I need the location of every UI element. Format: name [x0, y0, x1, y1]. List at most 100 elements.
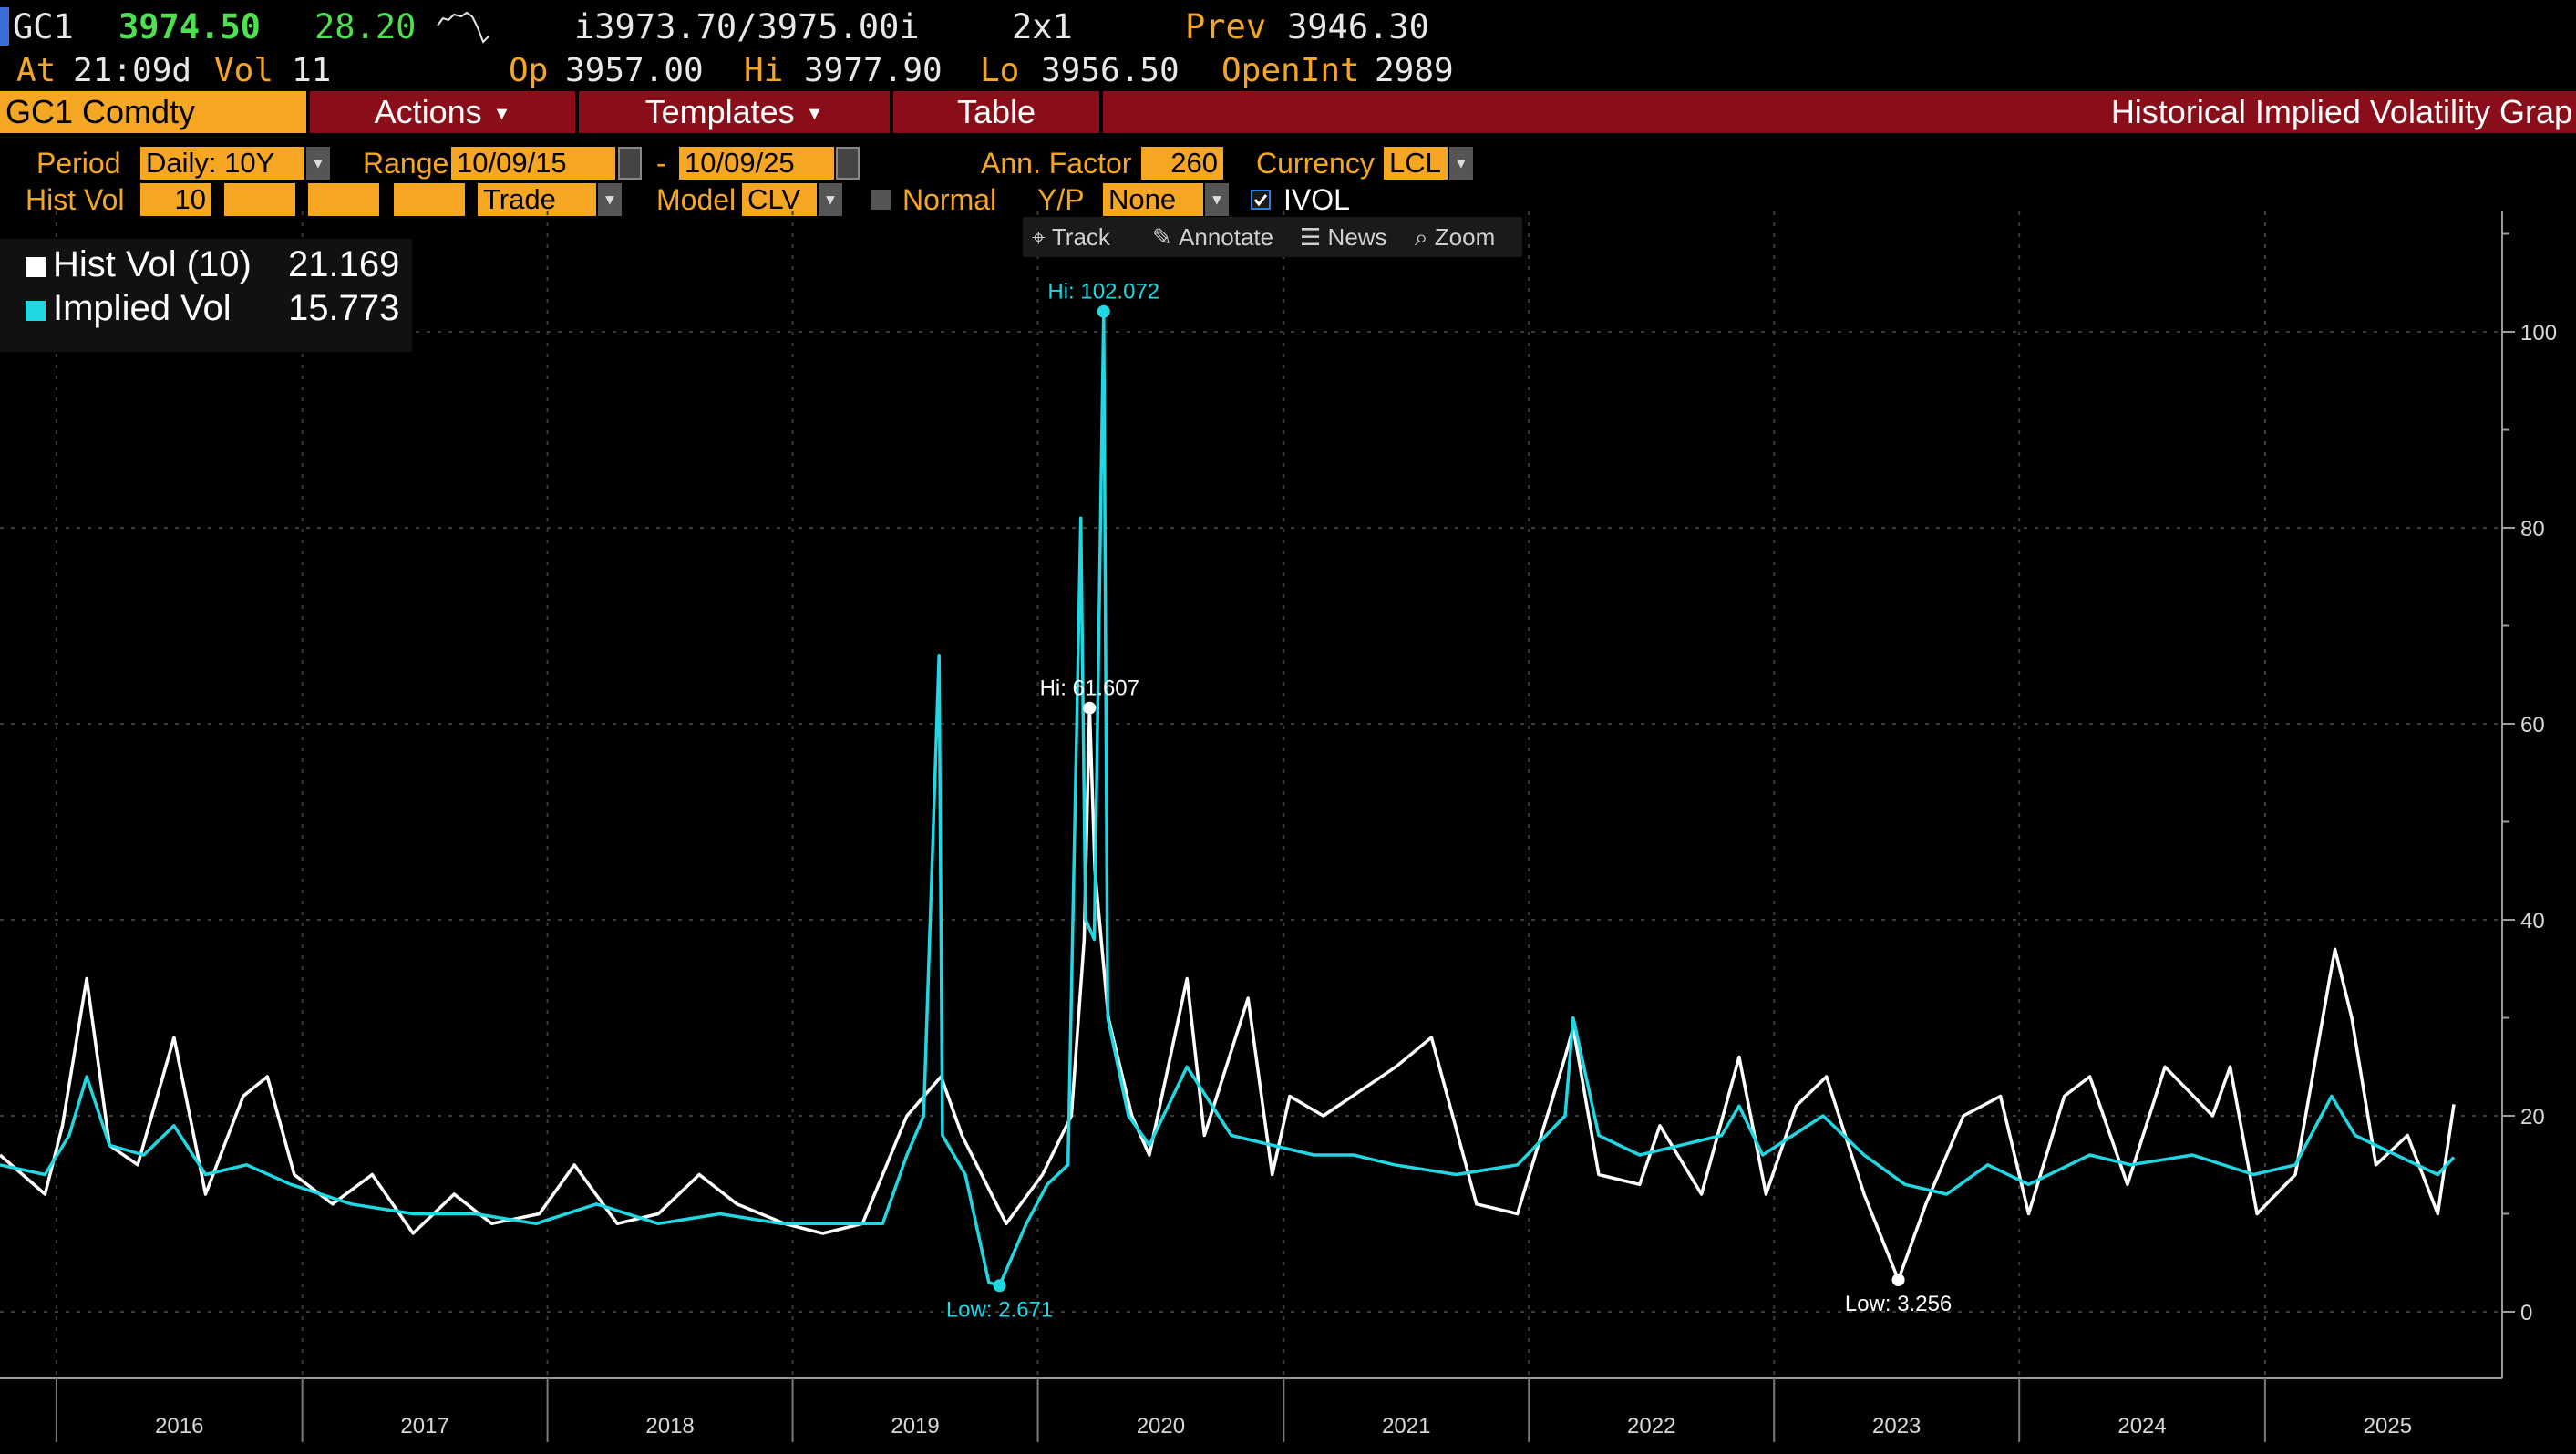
pencil-icon: ✎	[1152, 223, 1172, 251]
volatility-chart[interactable]: 0 20 40 60 80 100 2016 2017 2018 2019 2020 2021 202…	[0, 211, 2576, 1454]
annotate-button[interactable]: ✎ Annotate	[1152, 217, 1273, 257]
chart-toolbar: ⌖ Track ✎ Annotate ☰ News ⌕ Zoom	[1023, 217, 1522, 257]
open-interest: 2989	[1375, 52, 1454, 89]
sparkline-icon	[437, 11, 489, 44]
chart-annotations: Hi: 102.072 Low: 2.671 Hi: 61.607 Low: 3.25…	[946, 280, 1952, 1323]
crosshair-icon: ⌖	[1032, 223, 1046, 251]
chart-grid	[0, 211, 2502, 1378]
bid-ask-size: 2x1	[1012, 7, 1073, 46]
function-menu-bar: GC1 Comdty Actions ▼ Templates ▼ Table His…	[0, 91, 2576, 133]
open-interest-label: OpenInt	[1221, 52, 1360, 89]
security-indicator	[0, 7, 9, 46]
zoom-label: Zoom	[1434, 223, 1496, 251]
zoom-button[interactable]: ⌕ Zoom	[1415, 217, 1495, 257]
model-dropdown-icon[interactable]: ▼	[819, 183, 842, 216]
at-label: At	[16, 52, 57, 89]
ann-factor-label: Ann. Factor	[981, 147, 1132, 180]
period-dropdown-icon[interactable]: ▼	[306, 147, 330, 180]
hist-vol-swatch	[26, 257, 46, 277]
actions-label: Actions	[374, 93, 482, 130]
model-select[interactable]: CLV	[742, 183, 817, 216]
price-type-dropdown-icon[interactable]: ▼	[598, 183, 622, 216]
calendar-icon[interactable]	[836, 147, 860, 180]
yp-select[interactable]: None	[1103, 183, 1203, 216]
extreme-marker	[993, 1279, 1006, 1293]
high-annotation: Hi: 102.072	[1047, 280, 1159, 304]
x-tick-label: 2018	[645, 1414, 694, 1439]
x-tick-label: 2022	[1627, 1414, 1675, 1439]
ann-factor-input[interactable]: 260	[1141, 147, 1223, 180]
low-annotation: Low: 2.671	[946, 1297, 1053, 1322]
open-label: Op	[509, 52, 549, 89]
check-icon	[1253, 194, 1268, 207]
x-tick-label: 2021	[1382, 1414, 1430, 1439]
volume: 11	[292, 52, 332, 89]
function-title: Historical Implied Volatility Grap	[2110, 93, 2572, 130]
prev-close: 3946.30	[1287, 7, 1429, 46]
templates-menu[interactable]: Templates ▼	[579, 91, 893, 133]
x-tick-label: 2024	[2117, 1414, 2166, 1439]
extreme-marker	[1083, 701, 1097, 715]
actions-menu[interactable]: Actions ▼	[310, 91, 579, 133]
hist-vol-input-3[interactable]	[308, 183, 379, 216]
low-annotation: Low: 3.256	[1845, 1292, 1952, 1316]
magnifier-icon: ⌕	[1415, 223, 1428, 251]
normal-label: Normal	[902, 183, 997, 216]
x-axis: 2016 2017 2018 2019 2020 2021 2022 2023 2024 2025	[0, 1377, 2502, 1442]
extreme-marker	[1891, 1273, 1905, 1286]
chart-series	[0, 309, 2456, 1288]
currency-dropdown-icon[interactable]: ▼	[1449, 147, 1473, 180]
templates-label: Templates	[644, 93, 795, 130]
quote-time: 21:09d	[73, 52, 192, 89]
x-tick-label: 2017	[400, 1414, 448, 1439]
hist-vol-line	[0, 706, 2456, 1282]
hist-vol-input-1[interactable]: 10	[140, 183, 211, 216]
x-tick-label: 2016	[155, 1414, 203, 1439]
period-label: Period	[36, 147, 121, 180]
low-label: Lo	[980, 52, 1020, 89]
model-label: Model	[656, 183, 737, 216]
implied-vol-swatch	[26, 301, 46, 321]
last-price: 3974.50	[118, 7, 261, 46]
table-button[interactable]: Table	[893, 91, 1103, 133]
chevron-down-icon: ▼	[492, 104, 511, 125]
track-button[interactable]: ⌖ Track	[1032, 217, 1110, 257]
annotate-label: Annotate	[1179, 223, 1274, 251]
price-type-select[interactable]: Trade	[478, 183, 596, 216]
security-field[interactable]: GC1 Comdty	[0, 91, 310, 133]
news-button[interactable]: ☰ News	[1300, 217, 1387, 257]
x-tick-label: 2020	[1137, 1414, 1185, 1439]
volume-label: Vol	[214, 52, 274, 89]
normal-checkbox[interactable]	[871, 190, 891, 210]
range-end-input[interactable]: 10/09/25	[679, 147, 834, 180]
y-tick-label: 40	[2520, 909, 2545, 933]
high-annotation: Hi: 61.607	[1040, 676, 1139, 701]
y-axis-panel	[2502, 211, 2576, 1378]
currency-select[interactable]: LCL	[1384, 147, 1448, 180]
open-price: 3957.00	[565, 52, 704, 89]
y-tick-label: 100	[2520, 321, 2557, 345]
news-icon: ☰	[1300, 223, 1322, 251]
implied-vol-line	[0, 309, 2456, 1288]
chevron-down-icon: ▼	[805, 104, 824, 125]
prev-label: Prev	[1185, 7, 1267, 46]
extreme-marker	[1097, 304, 1110, 318]
ticker[interactable]: GC1	[13, 7, 74, 46]
implied-vol-legend-label: Implied Vol	[53, 288, 232, 328]
ivol-label: IVOL	[1283, 183, 1350, 216]
hist-vol-input-4[interactable]	[394, 183, 465, 216]
ivol-checkbox[interactable]	[1251, 190, 1271, 210]
y-axis: 0 20 40 60 80 100	[2501, 211, 2576, 1378]
range-start-input[interactable]: 10/09/15	[451, 147, 615, 180]
track-label: Track	[1051, 223, 1110, 251]
period-select[interactable]: Daily: 10Y	[140, 147, 304, 180]
y-tick-label: 80	[2520, 517, 2545, 541]
hist-vol-input-2[interactable]	[224, 183, 295, 216]
implied-vol-legend-value: 15.773	[288, 288, 400, 328]
y-tick-label: 20	[2520, 1105, 2545, 1129]
high-price: 3977.90	[804, 52, 943, 89]
calendar-icon[interactable]	[618, 147, 642, 180]
low-price: 3956.50	[1041, 52, 1180, 89]
yp-dropdown-icon[interactable]: ▼	[1205, 183, 1229, 216]
high-label: Hi	[744, 52, 784, 89]
